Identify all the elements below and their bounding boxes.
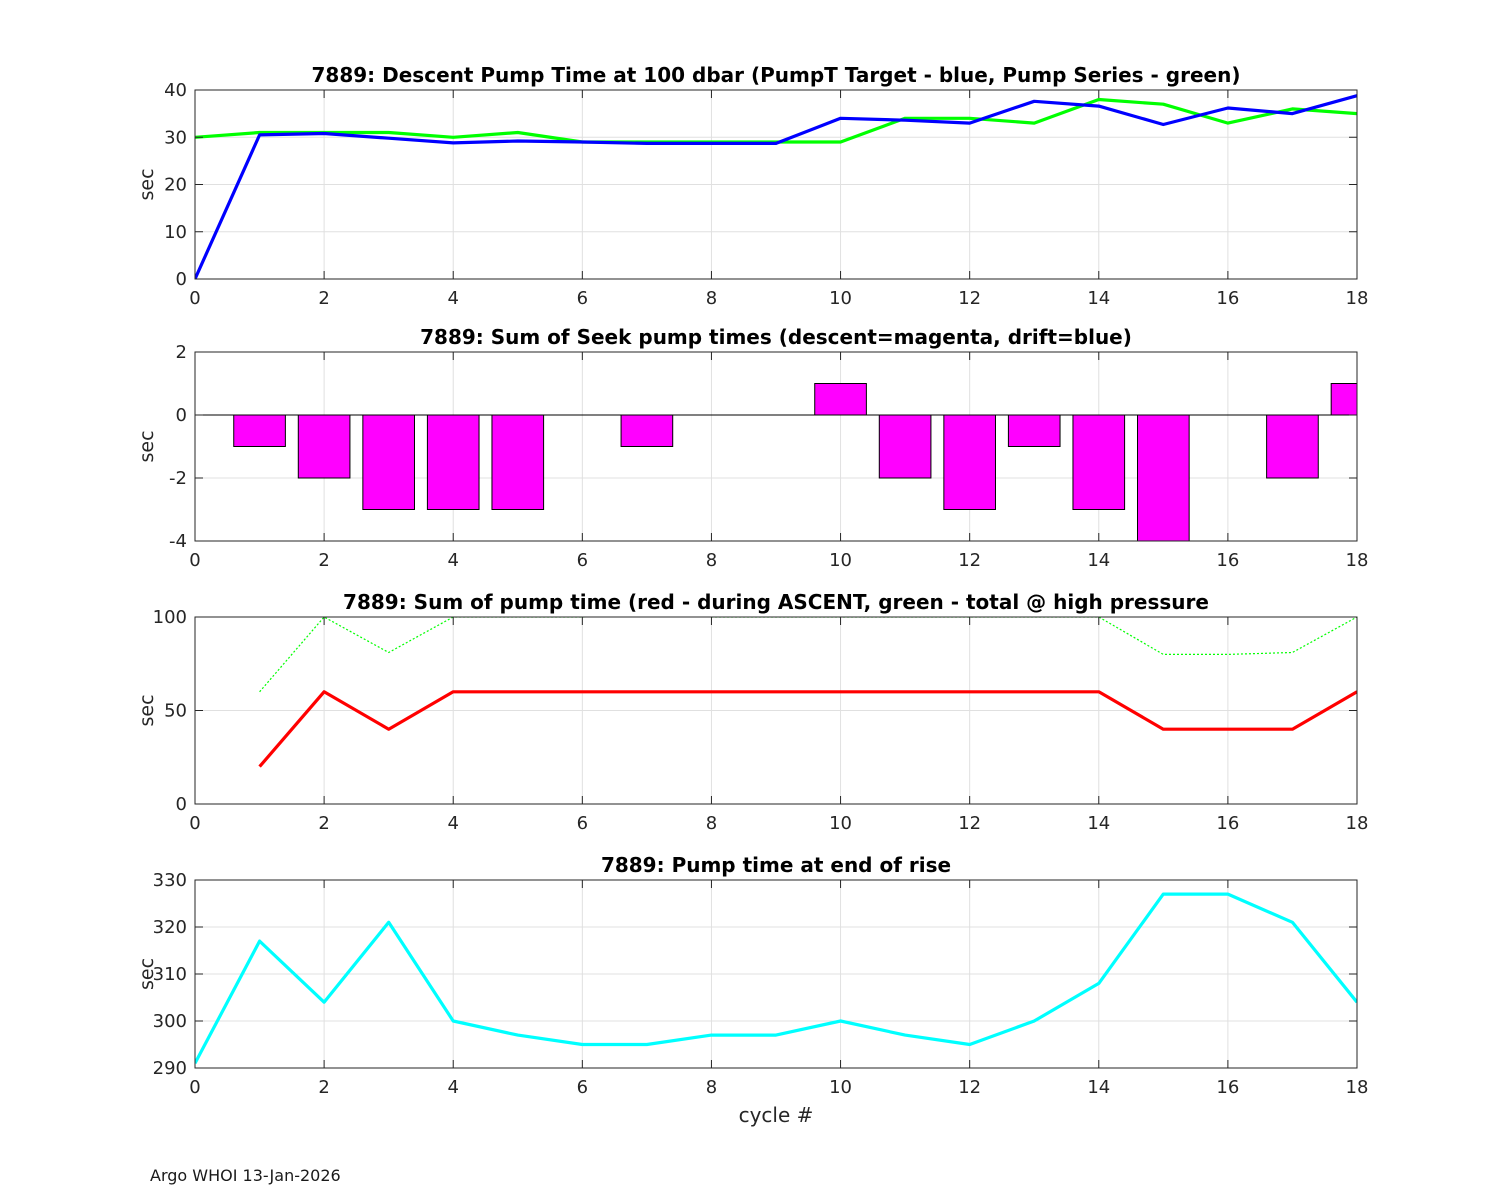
y-tick-label: -4 <box>169 531 187 552</box>
bar-descent-14 <box>1072 414 1126 510</box>
chart-title: 7889: Sum of Seek pump times (descent=ma… <box>420 325 1132 349</box>
footer-text: Argo WHOI 13-Jan-2026 <box>150 1166 341 1185</box>
x-axis-label: cycle # <box>739 1103 814 1127</box>
x-tick-label: 4 <box>447 813 458 834</box>
x-tick-label: 8 <box>706 813 717 834</box>
x-tick-label: 0 <box>189 550 200 571</box>
x-tick-label: 8 <box>706 288 717 309</box>
data-layer <box>233 383 1357 541</box>
bar-descent-3 <box>362 414 415 510</box>
x-tick-label: 14 <box>1087 288 1110 309</box>
bar-descent-5 <box>491 414 545 510</box>
bar-descent-7 <box>620 414 674 447</box>
chart-panel-3: 0 2 4 6 8 10 12 14 16 18 0 50 100 7889: Sum of pump t… <box>136 590 1368 834</box>
y-tick-label: 310 <box>153 964 187 985</box>
x-tick-label: 6 <box>577 550 588 571</box>
x-tick-label: 12 <box>958 550 981 571</box>
x-tick-label: 0 <box>189 1077 200 1098</box>
x-tick-label: 4 <box>447 1077 458 1098</box>
chart-title: 7889: Pump time at end of rise <box>601 853 951 877</box>
y-tick-label: 0 <box>176 794 187 815</box>
x-tick-label: 14 <box>1087 1077 1110 1098</box>
y-tick-label: 2 <box>176 342 187 363</box>
series-line-pumpt-target <box>195 94 1357 279</box>
x-tick-label: 12 <box>958 813 981 834</box>
bar-descent-15 <box>1137 414 1190 541</box>
x-tick-label: 10 <box>829 813 852 834</box>
bar-descent-4 <box>426 414 480 510</box>
x-tick-label: 10 <box>829 1077 852 1098</box>
x-tick-label: 6 <box>577 813 588 834</box>
x-tick-label: 18 <box>1346 813 1369 834</box>
x-tick-label: 10 <box>829 550 852 571</box>
x-tick-label: 18 <box>1346 288 1369 309</box>
y-axis-label: sec <box>136 430 158 462</box>
series-line-end-of-rise <box>195 892 1357 1065</box>
x-tick-label: 14 <box>1087 550 1110 571</box>
x-tick-label: 4 <box>447 550 458 571</box>
bar-descent-2 <box>297 414 351 479</box>
x-tick-label: 2 <box>318 813 329 834</box>
x-tick-label: 10 <box>829 288 852 309</box>
x-tick-label: 16 <box>1216 550 1239 571</box>
y-axis-label: sec <box>136 958 158 990</box>
x-tick-label: 16 <box>1216 1077 1239 1098</box>
y-tick-label: 10 <box>164 222 187 243</box>
series-line-total-high-pressure <box>259 617 1357 693</box>
y-axis-label: sec <box>136 694 158 726</box>
series-line-during-ascent <box>258 690 1357 768</box>
x-tick-label: 2 <box>318 288 329 309</box>
x-tick-label: 0 <box>189 813 200 834</box>
chart-title: 7889: Sum of pump time (red - during ASC… <box>343 590 1209 614</box>
y-tick-label: 320 <box>153 917 187 938</box>
y-tick-label: -2 <box>169 468 187 489</box>
x-tick-label: 2 <box>318 1077 329 1098</box>
y-tick-label: 20 <box>164 175 187 196</box>
x-tick-label: 18 <box>1346 1077 1369 1098</box>
x-tick-label: 16 <box>1216 288 1239 309</box>
x-tick-label: 6 <box>577 1077 588 1098</box>
data-layer <box>195 94 1357 279</box>
data-layer <box>195 892 1357 1065</box>
bar-descent-12 <box>943 414 996 510</box>
y-tick-label: 0 <box>176 405 187 426</box>
y-tick-label: 30 <box>164 127 187 148</box>
bar-descent-11 <box>878 414 932 479</box>
bar-descent-13 <box>1007 414 1061 447</box>
data-layer <box>258 617 1357 768</box>
chart-panel-2: 0 2 4 6 8 10 12 14 16 18 -4 -2 0 2 7889: Sum of Seek p… <box>136 325 1369 571</box>
x-tick-label: 2 <box>318 550 329 571</box>
x-tick-label: 4 <box>447 288 458 309</box>
x-tick-label: 6 <box>577 288 588 309</box>
bar-descent-17 <box>1266 414 1319 479</box>
y-tick-label: 100 <box>153 607 187 628</box>
x-tick-label: 12 <box>958 1077 981 1098</box>
bar-descent-10 <box>814 383 867 416</box>
x-tick-label: 18 <box>1346 550 1369 571</box>
y-tick-label: 290 <box>153 1058 187 1079</box>
chart-panel-4: 0 2 4 6 8 10 12 14 16 18 290 300 310 320 330 7889: Pump… <box>136 853 1368 1127</box>
y-tick-label: 0 <box>176 269 187 290</box>
x-tick-label: 0 <box>189 288 200 309</box>
x-tick-label: 12 <box>958 288 981 309</box>
y-tick-label: 40 <box>164 80 187 101</box>
x-tick-label: 8 <box>706 1077 717 1098</box>
axes-box <box>194 351 1358 542</box>
x-tick-label: 16 <box>1216 813 1239 834</box>
y-tick-label: 300 <box>153 1011 187 1032</box>
x-tick-label: 14 <box>1087 813 1110 834</box>
chart-title: 7889: Descent Pump Time at 100 dbar (Pum… <box>312 63 1241 87</box>
y-axis-label: sec <box>136 168 158 200</box>
chart-panel-1: 0 2 4 6 8 10 12 14 16 18 0 10 20 30 40 7889: Descent Pu… <box>136 63 1368 309</box>
y-tick-label: 50 <box>164 701 187 722</box>
y-tick-label: 330 <box>153 870 187 891</box>
bar-descent-1 <box>233 414 286 447</box>
x-tick-label: 8 <box>706 550 717 571</box>
